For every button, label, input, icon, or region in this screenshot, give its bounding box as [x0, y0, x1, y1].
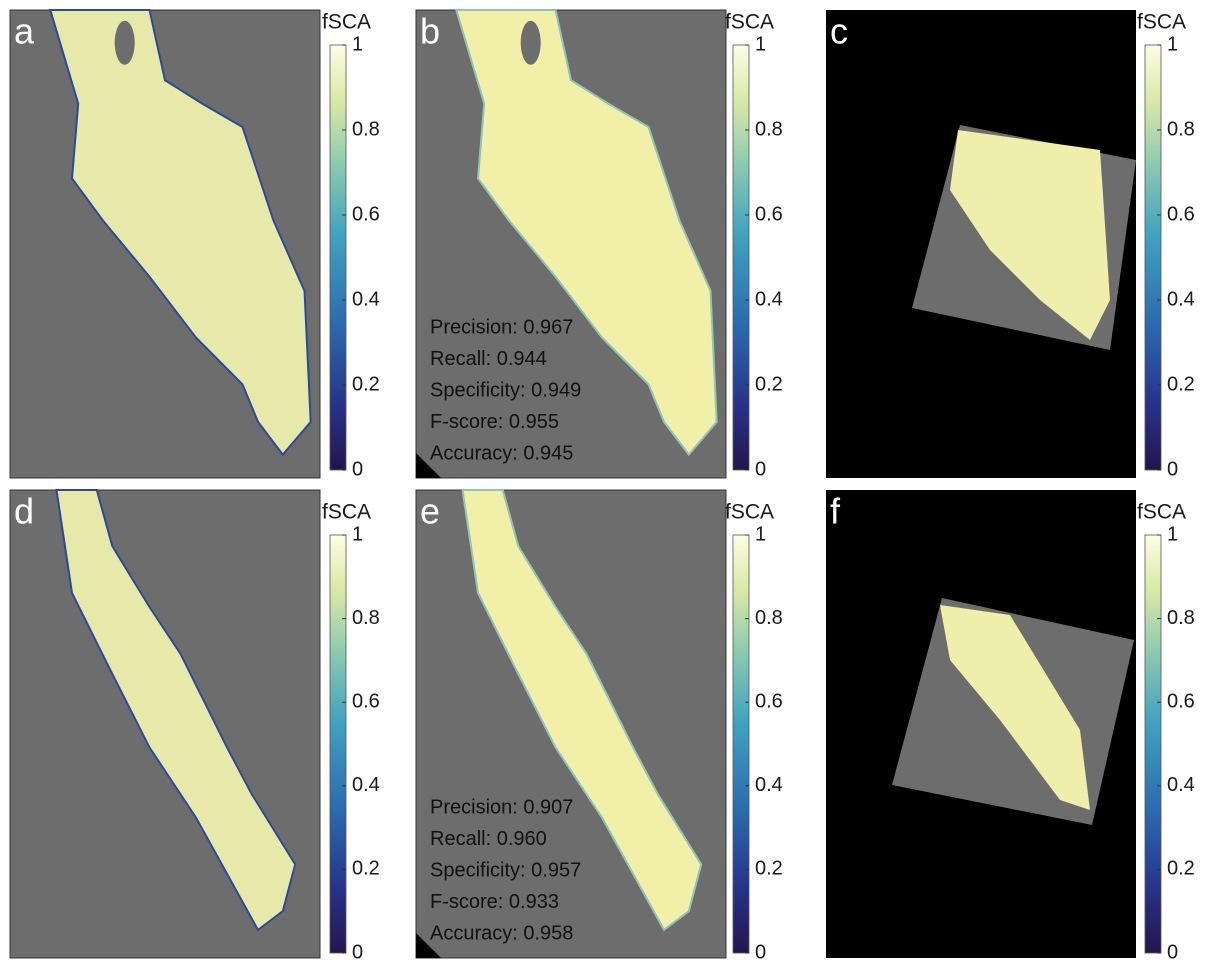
colorbar-tick-label: 0 [352, 458, 363, 480]
lake [521, 21, 541, 65]
colorbar-tick-label: 0.2 [352, 373, 380, 395]
colorbar-tick-label: 0.4 [352, 774, 380, 796]
colorbar-tick-label: 0.4 [1167, 288, 1195, 310]
colorbar-tick-label: 1 [352, 523, 363, 545]
panel-label: c [830, 11, 848, 52]
colorbar-tick-label: 0.8 [1167, 118, 1195, 140]
colorbar-label: fSCA [1137, 11, 1186, 34]
colorbar-tick-label: 0.6 [352, 203, 380, 225]
panel-label: a [14, 11, 35, 52]
colorbar-label: fSCA [1137, 501, 1186, 524]
colorbar [1145, 45, 1161, 470]
metric: Recall: 0.944 [430, 348, 547, 370]
colorbar-tick-label: 0.8 [755, 607, 783, 629]
colorbar-tick-label: 1 [352, 33, 363, 55]
colorbar-tick-label: 1 [755, 523, 766, 545]
colorbar-tick-label: 0 [1167, 941, 1178, 963]
colorbar-tick-label: 0.2 [755, 858, 783, 880]
colorbar [330, 45, 346, 470]
metric: Precision: 0.967 [430, 316, 573, 338]
colorbar-label: fSCA [725, 501, 774, 524]
colorbar [1145, 535, 1161, 953]
colorbar-tick-label: 0 [755, 941, 766, 963]
colorbar-tick-label: 0.6 [755, 203, 783, 225]
metric: Specificity: 0.949 [430, 379, 581, 401]
colorbar-tick-label: 0 [755, 458, 766, 480]
panel-label: f [830, 491, 841, 532]
panel: b fSCA 0 0.2 0.4 0.6 0.8 1 Precision: 0.967 Recal… [416, 10, 783, 480]
colorbar-tick-label: 0.4 [352, 288, 380, 310]
colorbar-label: fSCA [725, 11, 774, 34]
colorbar-tick-label: 0.4 [1167, 774, 1195, 796]
metric: Recall: 0.960 [430, 828, 547, 850]
colorbar-tick-label: 0.2 [755, 373, 783, 395]
colorbar-tick-label: 0.6 [755, 690, 783, 712]
panel: a fSCA 0 0.2 0.4 0.6 0.8 1 [10, 10, 380, 480]
colorbar-tick-label: 0.2 [1167, 858, 1195, 880]
colorbar [733, 535, 749, 953]
panel-label: e [420, 491, 440, 532]
metric: F-score: 0.955 [430, 411, 559, 433]
panel: e fSCA 0 0.2 0.4 0.6 0.8 1 Precision: 0.907 Recal… [416, 490, 783, 963]
colorbar [733, 45, 749, 470]
colorbar-tick-label: 0.6 [352, 690, 380, 712]
metric: Accuracy: 0.945 [430, 442, 573, 464]
metric: F-score: 0.933 [430, 891, 559, 913]
colorbar-tick-label: 0.8 [1167, 607, 1195, 629]
colorbar-tick-label: 0 [352, 941, 363, 963]
colorbar-tick-label: 0.6 [1167, 203, 1195, 225]
colorbar-tick-label: 0.4 [755, 288, 783, 310]
colorbar-tick-label: 0.6 [1167, 690, 1195, 712]
colorbar-tick-label: 0.4 [755, 774, 783, 796]
panel: d fSCA 0 0.2 0.4 0.6 0.8 1 [10, 490, 380, 963]
colorbar-tick-label: 0.2 [1167, 373, 1195, 395]
figure: a fSCA 0 0.2 0.4 0.6 0.8 1 b fSCA 0 0.2 0.4 0.6 0.8 1 Pr… [0, 0, 1210, 964]
colorbar-tick-label: 0.8 [352, 607, 380, 629]
colorbar-tick-label: 0.2 [352, 858, 380, 880]
colorbar-tick-label: 0 [1167, 458, 1178, 480]
colorbar-tick-label: 0.8 [352, 118, 380, 140]
metric: Precision: 0.907 [430, 796, 573, 818]
metric: Specificity: 0.957 [430, 859, 581, 881]
lake [115, 21, 135, 65]
colorbar-tick-label: 0.8 [755, 118, 783, 140]
colorbar [330, 535, 346, 953]
panel: c fSCA 0 0.2 0.4 0.6 0.8 1 [826, 10, 1195, 480]
colorbar-tick-label: 1 [755, 33, 766, 55]
colorbar-tick-label: 1 [1167, 33, 1178, 55]
panel-label: d [14, 491, 34, 532]
metric: Accuracy: 0.958 [430, 922, 573, 944]
colorbar-label: fSCA [322, 501, 371, 524]
panel-label: b [420, 11, 440, 52]
colorbar-label: fSCA [322, 11, 371, 34]
colorbar-tick-label: 1 [1167, 523, 1178, 545]
panel: f fSCA 0 0.2 0.4 0.6 0.8 1 [826, 490, 1195, 963]
